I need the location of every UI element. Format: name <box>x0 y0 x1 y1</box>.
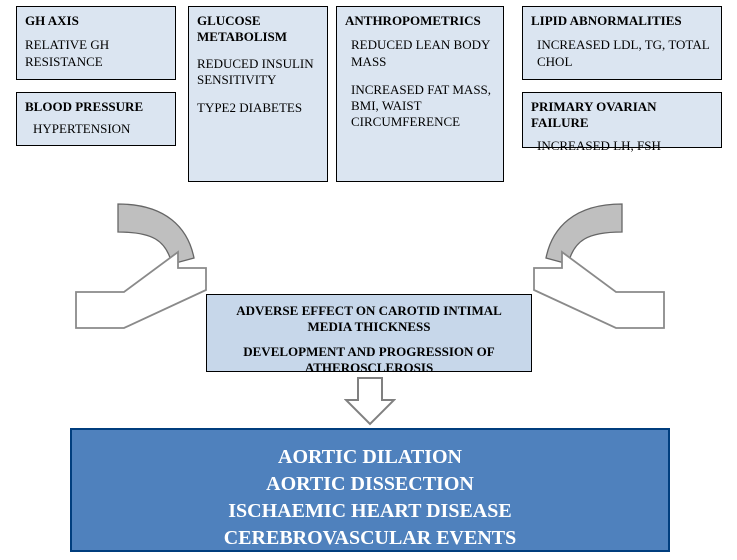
blood-pressure-body: HYPERTENSION <box>25 121 167 137</box>
anthro-body1: REDUCED LEAN BODY MASS <box>345 37 495 70</box>
center-effect-box: ADVERSE EFFECT ON CAROTID INTIMAL MEDIA … <box>206 294 532 372</box>
glucose-box: GLUCOSE METABOLISM REDUCED INSULIN SENSI… <box>188 6 328 182</box>
lipid-box: LIPID ABNORMALITIES INCREASED LDL, TG, T… <box>522 6 722 80</box>
blood-pressure-box: BLOOD PRESSURE HYPERTENSION <box>16 92 176 146</box>
glucose-body2: TYPE2 DIABETES <box>197 100 319 116</box>
anthro-body2: INCREASED FAT MASS, BMI, WAIST CIRCUMFER… <box>345 82 495 131</box>
anthro-title: ANTHROPOMETRICS <box>345 13 495 29</box>
outcome-4: CEREBROVASCULAR EVENTS <box>82 525 658 552</box>
gh-axis-body: RELATIVE GH RESISTANCE <box>25 37 167 70</box>
ovarian-title: PRIMARY OVARIAN FAILURE <box>531 99 713 132</box>
ovarian-box: PRIMARY OVARIAN FAILURE INCREASED LH, FS… <box>522 92 722 148</box>
glucose-body1: REDUCED INSULIN SENSITIVITY <box>197 56 319 89</box>
lipid-title: LIPID ABNORMALITIES <box>531 13 713 29</box>
ovarian-body: INCREASED LH, FSH <box>531 138 713 154</box>
outcome-1: AORTIC DILATION <box>82 444 658 471</box>
outcomes-box: AORTIC DILATION AORTIC DISSECTION ISCHAE… <box>70 428 670 552</box>
center-line2: DEVELOPMENT AND PROGRESSION OF ATHEROSCL… <box>217 344 521 377</box>
outcome-2: AORTIC DISSECTION <box>82 471 658 498</box>
glucose-title: GLUCOSE METABOLISM <box>197 13 319 46</box>
center-line1: ADVERSE EFFECT ON CAROTID INTIMAL MEDIA … <box>217 303 521 336</box>
gh-axis-title: GH AXIS <box>25 13 167 29</box>
down-arrow-icon <box>344 376 396 426</box>
lipid-body: INCREASED LDL, TG, TOTAL CHOL <box>531 37 713 70</box>
outcome-3: ISCHAEMIC HEART DISEASE <box>82 498 658 525</box>
gh-axis-box: GH AXIS RELATIVE GH RESISTANCE <box>16 6 176 80</box>
anthro-box: ANTHROPOMETRICS REDUCED LEAN BODY MASS I… <box>336 6 504 182</box>
blood-pressure-title: BLOOD PRESSURE <box>25 99 167 115</box>
